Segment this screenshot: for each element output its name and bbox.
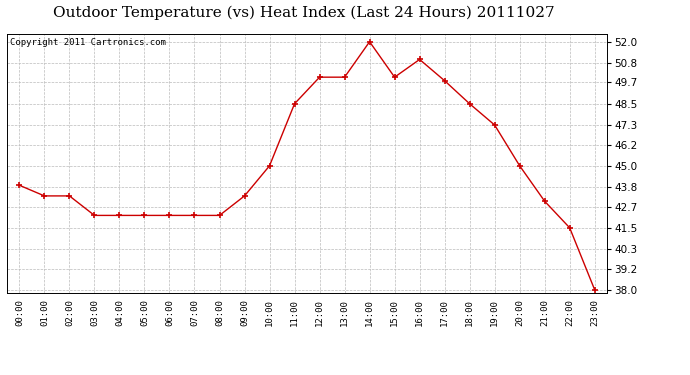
Text: Outdoor Temperature (vs) Heat Index (Last 24 Hours) 20111027: Outdoor Temperature (vs) Heat Index (Las…	[53, 6, 554, 20]
Text: Copyright 2011 Cartronics.com: Copyright 2011 Cartronics.com	[10, 38, 166, 46]
